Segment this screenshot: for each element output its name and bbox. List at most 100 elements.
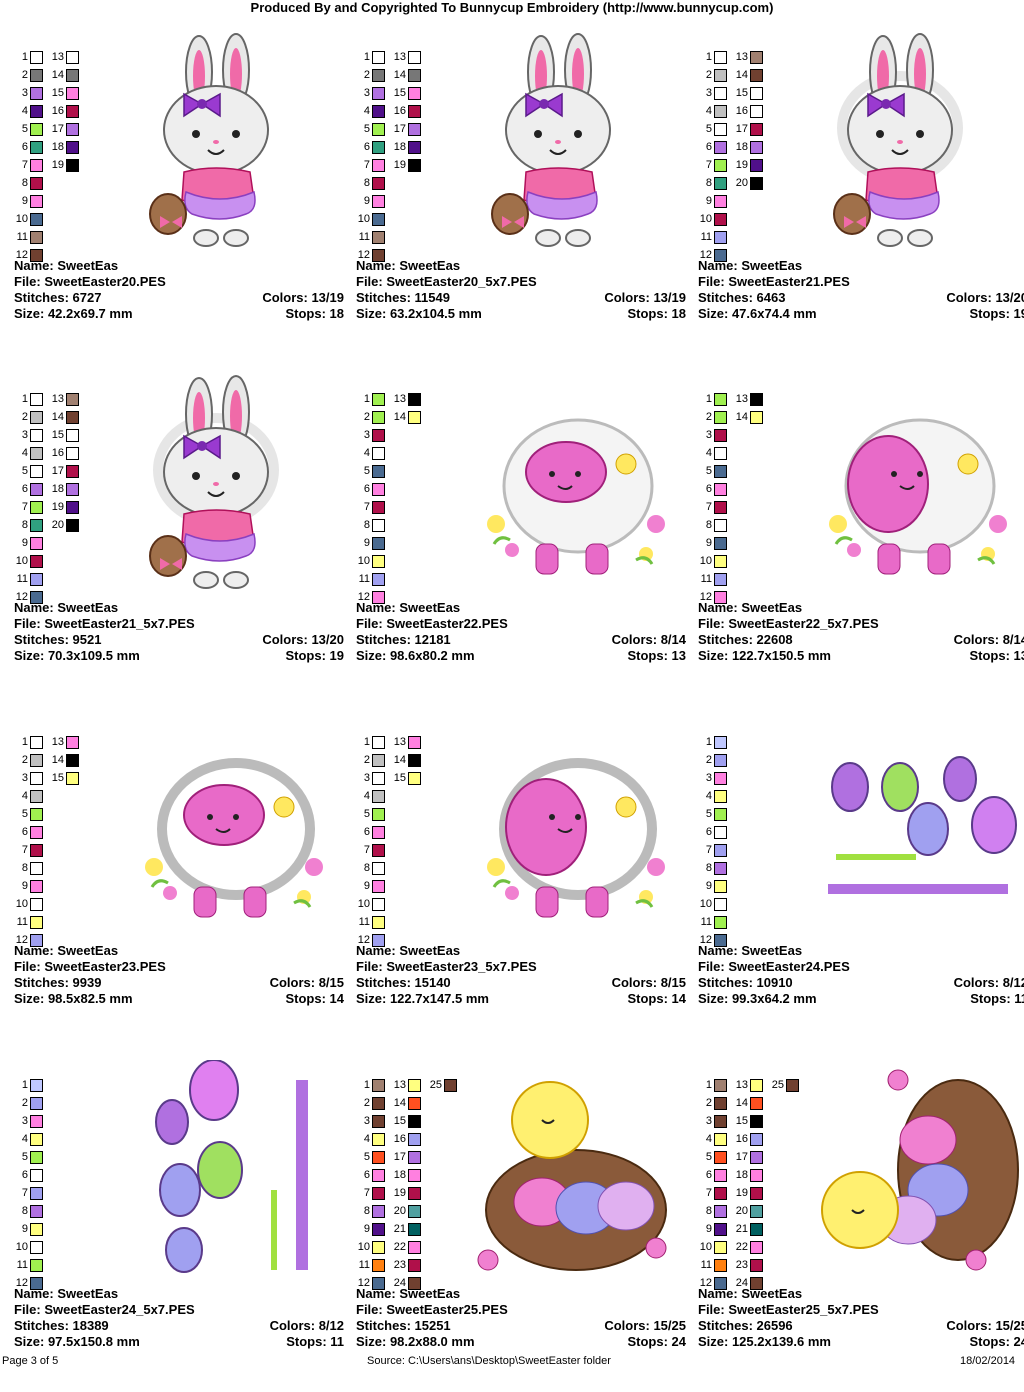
color-number: 7 [705, 501, 712, 513]
design-info: Name: SweetEas File: SweetEaster24.PES Sti… [698, 943, 1024, 1007]
stitches-line: Stitches: 9521 Colors: 13/20 [14, 632, 344, 648]
color-swatch [714, 826, 727, 839]
name-line-label: Name: SweetEas [14, 1286, 119, 1301]
color-swatch [30, 1277, 43, 1290]
color-number: 17 [51, 465, 64, 477]
color-number: 15 [393, 1115, 406, 1127]
design-card: 1 2 3 4 5 6 7 8 9 10 11 12 Name: SweetEas File: Swee… [14, 1052, 344, 1392]
color-number: 14 [51, 69, 64, 81]
color-number: 5 [363, 808, 370, 820]
color-number: 20 [735, 177, 748, 189]
color-number: 10 [699, 898, 712, 910]
stitches-line-right: Colors: 13/19 [262, 290, 344, 305]
color-number: 12 [15, 1277, 28, 1289]
color-swatch [714, 177, 727, 190]
color-swatch [372, 177, 385, 190]
color-swatch [714, 844, 727, 857]
color-number: 5 [363, 465, 370, 477]
color-number: 17 [51, 123, 64, 135]
color-swatch [372, 51, 385, 64]
color-number: 3 [21, 1115, 28, 1127]
name-line-label: Name: SweetEas [698, 258, 803, 273]
design-card: 1 13 2 14 3 15 4 16 5 17 6 18 7 19 8 20 9 10 11 12 Name: Sw… [14, 366, 344, 706]
color-swatch [30, 880, 43, 893]
color-number: 4 [21, 105, 28, 117]
color-swatch [30, 754, 43, 767]
size-line: Size: 125.2x139.6 mm Stops: 24 [698, 1334, 1024, 1350]
stitches-line-right: Colors: 15/25 [604, 1318, 686, 1333]
color-number: 16 [51, 105, 64, 117]
color-number: 10 [15, 1241, 28, 1253]
name-line-label: Name: SweetEas [14, 943, 119, 958]
color-swatch [714, 1133, 727, 1146]
file-line: File: SweetEaster21_5x7.PES [14, 616, 344, 632]
color-number: 1 [705, 1079, 712, 1091]
design-info: Name: SweetEas File: SweetEaster24_5x7.PE… [14, 1286, 344, 1350]
color-swatch [750, 159, 763, 172]
color-number: 5 [21, 1151, 28, 1163]
color-swatch [30, 519, 43, 532]
file-line-label: File: SweetEaster20.PES [14, 274, 166, 289]
color-swatch [30, 916, 43, 929]
color-swatch [30, 537, 43, 550]
color-number: 6 [363, 826, 370, 838]
color-number: 18 [51, 141, 64, 153]
color-swatch [372, 231, 385, 244]
file-line-label: File: SweetEaster22_5x7.PES [698, 616, 879, 631]
design-preview-image [808, 717, 1024, 937]
color-number: 18 [735, 1169, 748, 1181]
color-number: 3 [21, 87, 28, 99]
color-swatch [714, 123, 727, 136]
color-number: 10 [15, 555, 28, 567]
color-swatch [372, 826, 385, 839]
color-number: 3 [705, 429, 712, 441]
color-number: 2 [363, 411, 370, 423]
color-number: 16 [393, 1133, 406, 1145]
file-line-label: File: SweetEaster23_5x7.PES [356, 959, 537, 974]
stitches-line-label: Stitches: 15251 [356, 1318, 451, 1333]
color-number: 10 [699, 555, 712, 567]
color-number: 7 [21, 1187, 28, 1199]
color-swatch [408, 393, 421, 406]
color-number: 15 [735, 87, 748, 99]
color-number: 5 [705, 465, 712, 477]
color-swatch [30, 69, 43, 82]
color-number: 3 [363, 429, 370, 441]
color-number: 5 [363, 1151, 370, 1163]
color-number: 21 [735, 1223, 748, 1235]
color-swatch [66, 736, 79, 749]
color-swatch [750, 1241, 763, 1254]
color-swatch [30, 1079, 43, 1092]
design-card: 1 13 25 2 14 3 15 4 16 5 17 6 18 7 19 8 20 9 21 10 22 11 23 12 2… [356, 1052, 686, 1392]
color-swatch [30, 1115, 43, 1128]
color-swatch [714, 1241, 727, 1254]
design-preview-image [466, 374, 686, 594]
color-swatch [750, 1277, 763, 1290]
color-swatch [30, 1205, 43, 1218]
file-line-label: File: SweetEaster23.PES [14, 959, 166, 974]
size-line-right: Stops: 13 [969, 648, 1024, 663]
color-number: 11 [700, 573, 712, 585]
color-swatch [444, 1079, 457, 1092]
design-card: 1 2 3 4 5 6 7 8 9 10 11 12 Name: SweetEas File: Swee… [698, 709, 1024, 1049]
color-number: 13 [735, 1079, 748, 1091]
color-number: 7 [21, 501, 28, 513]
color-swatch [408, 1187, 421, 1200]
color-number: 5 [21, 808, 28, 820]
color-swatch [750, 1133, 763, 1146]
design-card: 1 13 2 14 3 15 4 16 5 17 6 18 7 19 8 20 9 10 11 12 Name: Sw… [698, 24, 1024, 364]
color-swatch [408, 1151, 421, 1164]
design-preview-image [124, 32, 344, 252]
color-number: 6 [363, 141, 370, 153]
color-number: 3 [363, 1115, 370, 1127]
color-number: 2 [705, 1097, 712, 1109]
color-number: 25 [429, 1079, 442, 1091]
color-number: 18 [393, 141, 406, 153]
color-swatch [30, 898, 43, 911]
color-swatch [372, 393, 385, 406]
color-swatch [30, 1151, 43, 1164]
stitches-line: Stitches: 9939 Colors: 8/15 [14, 975, 344, 991]
color-swatch [714, 790, 727, 803]
color-number: 1 [363, 51, 370, 63]
color-number: 8 [705, 519, 712, 531]
